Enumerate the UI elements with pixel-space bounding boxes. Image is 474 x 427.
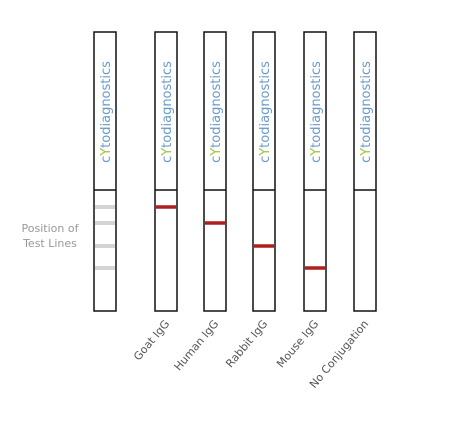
brand-logo: cYtodiagnostics	[359, 61, 374, 163]
brand-part: todiagnostics	[359, 61, 374, 148]
strip	[252, 31, 276, 312]
brand-part: Y	[309, 148, 324, 157]
brand-part: c	[209, 156, 224, 163]
strip-label: Human IgG	[172, 318, 222, 374]
brand-part: c	[99, 156, 114, 163]
strip-label: Mouse IgG	[274, 318, 321, 371]
brand-part: c	[359, 156, 374, 163]
brand-part: c	[309, 156, 324, 163]
brand-part: Y	[160, 148, 175, 157]
brand-part: todiagnostics	[209, 61, 224, 148]
strip	[93, 31, 117, 312]
strip-label: Rabbit IgG	[223, 318, 270, 371]
brand-logo: cYtodiagnostics	[258, 61, 273, 163]
brand-part: todiagnostics	[160, 61, 175, 148]
strip	[154, 31, 178, 312]
brand-part: todiagnostics	[258, 61, 273, 148]
strip	[303, 31, 327, 312]
brand-part: c	[258, 156, 273, 163]
strip	[203, 31, 227, 312]
brand-part: Y	[209, 148, 224, 157]
strip-label: Goat IgG	[131, 318, 172, 364]
brand-logo: cYtodiagnostics	[99, 61, 114, 163]
position-label: Position of	[22, 222, 80, 235]
strip	[353, 31, 377, 312]
position-label: Test Lines	[22, 237, 77, 250]
brand-part: Y	[99, 148, 114, 157]
brand-part: todiagnostics	[99, 61, 114, 148]
brand-part: c	[160, 156, 175, 163]
brand-logo: cYtodiagnostics	[309, 61, 324, 163]
brand-part: todiagnostics	[309, 61, 324, 148]
brand-part: Y	[359, 148, 374, 157]
brand-part: Y	[258, 148, 273, 157]
brand-logo: cYtodiagnostics	[160, 61, 175, 163]
brand-logo: cYtodiagnostics	[209, 61, 224, 163]
